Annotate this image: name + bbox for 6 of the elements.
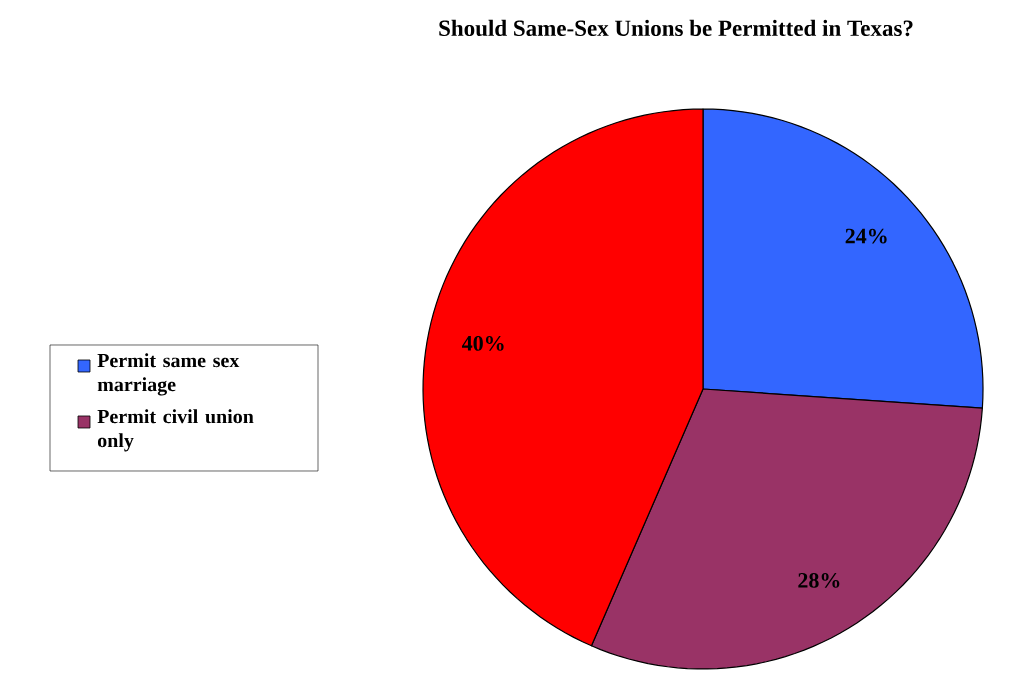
- data-label: 40%: [461, 335, 504, 351]
- legend-label: Permit same sex marriage: [97, 353, 240, 396]
- data-label: 24%: [845, 228, 887, 244]
- chart-title: Should Same-Sex Unions be Permitted in Texas?: [439, 19, 913, 37]
- data-label: 28%: [798, 572, 840, 588]
- legend-label: Permit civil union only: [97, 409, 254, 452]
